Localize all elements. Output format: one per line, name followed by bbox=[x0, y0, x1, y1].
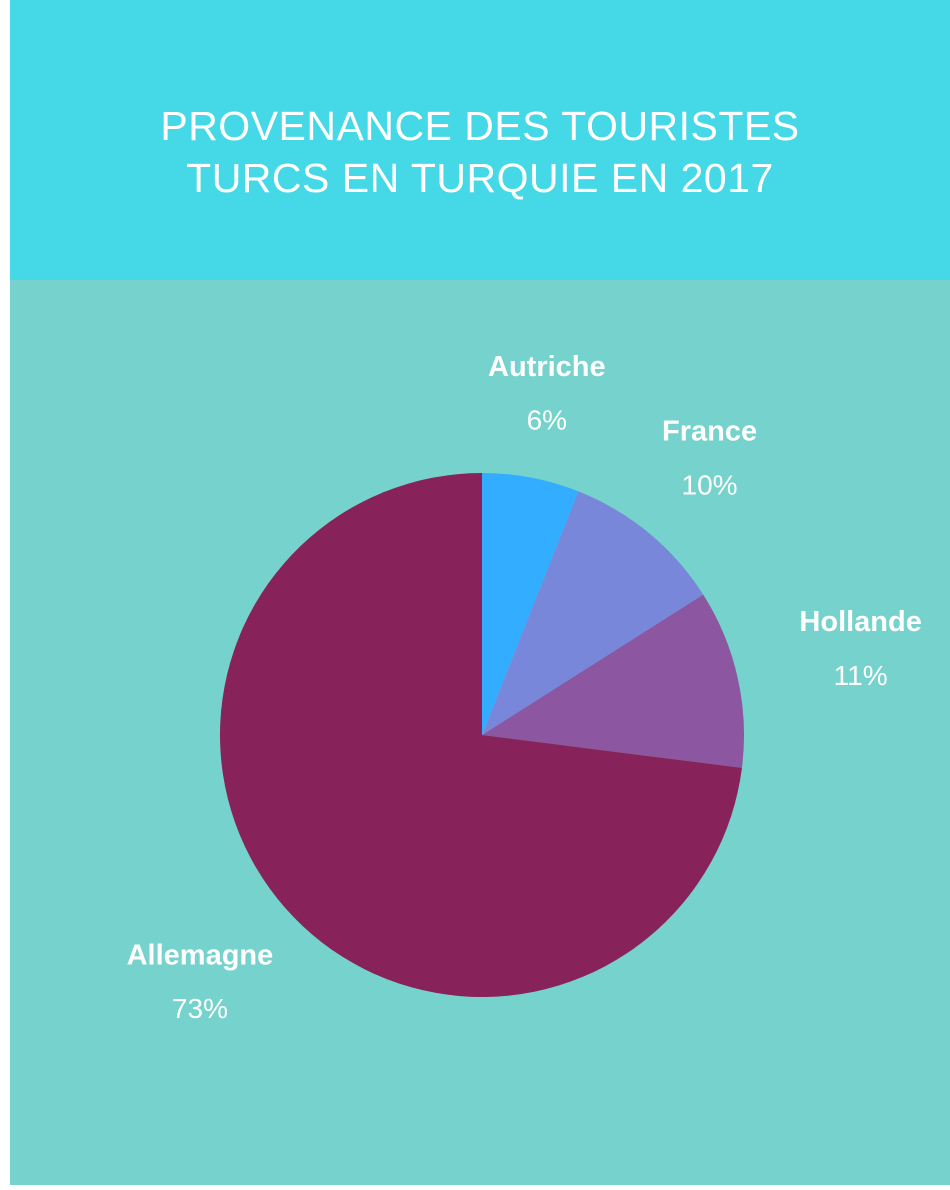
slice-value-label: 11% bbox=[834, 660, 888, 691]
slice-label: Autriche bbox=[488, 351, 606, 383]
header-band bbox=[10, 0, 950, 280]
slice-value-label: 73% bbox=[172, 993, 228, 1024]
pie-slice bbox=[482, 594, 744, 768]
slice-label: Allemagne bbox=[127, 939, 274, 971]
pie-slice bbox=[220, 473, 742, 997]
slice-value-label: 10% bbox=[682, 469, 738, 500]
pie-slice bbox=[482, 473, 579, 735]
slice-label: France bbox=[662, 416, 757, 448]
chart-title: PROVENANCE DES TOURISTES TURCS EN TURQUI… bbox=[160, 103, 800, 201]
slice-value-label: 6% bbox=[527, 405, 567, 436]
slice-label: Hollande bbox=[799, 606, 921, 638]
pie-slice bbox=[482, 491, 704, 735]
